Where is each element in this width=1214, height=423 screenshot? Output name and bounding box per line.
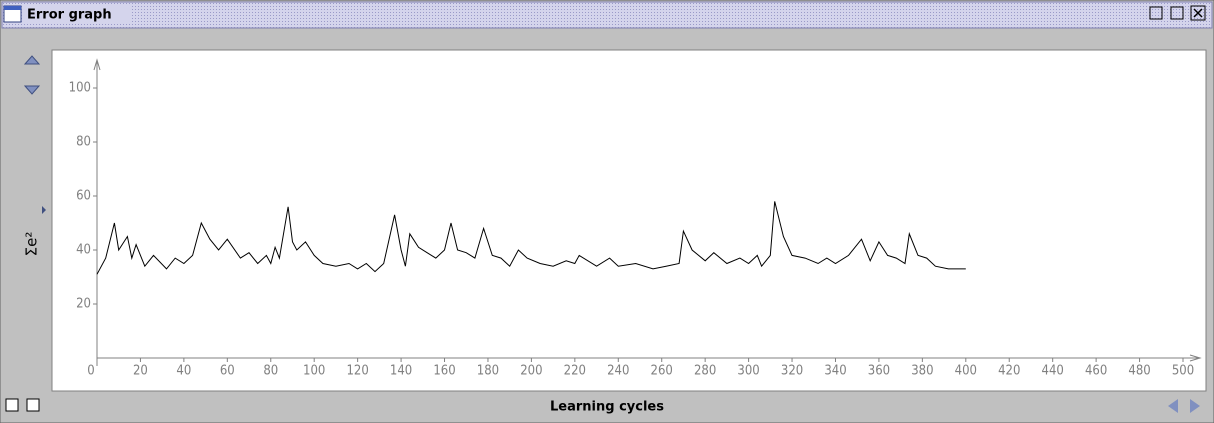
x-axis-arrow xyxy=(1189,354,1202,362)
x-tick-label: 420 xyxy=(998,364,1020,379)
x-tick-label: 380 xyxy=(911,364,933,379)
x-tick-label: 80 xyxy=(263,364,278,379)
x-tick-label: 160 xyxy=(433,364,455,379)
x-tick-label: 140 xyxy=(390,364,412,379)
x-tick-label: 100 xyxy=(303,364,325,379)
x-tick-label: 40 xyxy=(176,364,191,379)
x-tick-label: 220 xyxy=(564,364,586,379)
maximize-button[interactable] xyxy=(1170,6,1184,20)
x-axis-label: Learning cycles xyxy=(550,400,664,415)
x-tick-label: 360 xyxy=(868,364,890,379)
scroll-right[interactable] xyxy=(1190,399,1200,413)
plot-area xyxy=(51,49,1207,392)
x-tick-label: 340 xyxy=(824,364,846,379)
scroll-left[interactable] xyxy=(1168,399,1178,413)
x-tick-label: 20 xyxy=(133,364,148,379)
x-tick-label: 240 xyxy=(607,364,629,379)
x-tick-label: 460 xyxy=(1085,364,1107,379)
expand-arrow[interactable] xyxy=(42,206,46,214)
title-bar xyxy=(1,1,1213,29)
title-buttons[interactable] xyxy=(1149,5,1206,21)
window-title: Error graph xyxy=(27,8,112,23)
iconify-button[interactable] xyxy=(1149,6,1163,20)
title-bg xyxy=(24,5,130,24)
y-tick-label: 100 xyxy=(69,81,91,96)
close-button[interactable] xyxy=(1190,5,1206,21)
x-tick-label: 320 xyxy=(781,364,803,379)
y-tick-label: 40 xyxy=(76,243,91,258)
y-tick-label: 60 xyxy=(76,189,91,204)
x-tick-label: 280 xyxy=(694,364,716,379)
y-tick-label: 80 xyxy=(76,135,91,150)
window-icon-bar xyxy=(4,6,21,10)
x-tick-label: 440 xyxy=(1042,364,1064,379)
x-tick-label: 480 xyxy=(1128,364,1150,379)
scroll-down[interactable] xyxy=(23,85,41,95)
x-tick-label: 180 xyxy=(477,364,499,379)
x-tick-label: 0 xyxy=(87,364,94,379)
x-tick-label: 300 xyxy=(737,364,759,379)
x-tick-label: 500 xyxy=(1172,364,1194,379)
x-tick-label: 400 xyxy=(955,364,977,379)
tool-icon[interactable] xyxy=(26,398,40,412)
x-tick-label: 60 xyxy=(220,364,235,379)
x-tick-label: 120 xyxy=(346,364,368,379)
x-tick-label: 200 xyxy=(520,364,542,379)
x-tick-label: 260 xyxy=(651,364,673,379)
y-tick-label: 20 xyxy=(76,297,91,312)
scroll-up[interactable] xyxy=(23,55,41,65)
close-x xyxy=(1193,8,1203,18)
y-axis-arrow xyxy=(93,58,101,71)
y-axis-label: Σe² xyxy=(23,232,41,257)
tool-icon[interactable] xyxy=(5,398,19,412)
error-line xyxy=(96,201,966,275)
